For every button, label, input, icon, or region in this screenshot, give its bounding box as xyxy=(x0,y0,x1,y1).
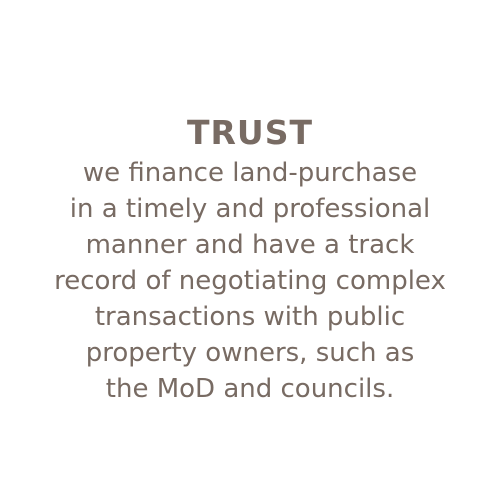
description-line: property owners, such as xyxy=(85,338,415,368)
description-line: record of negotiating complex xyxy=(54,266,446,296)
description-line: the MoD and councils. xyxy=(105,374,395,404)
heading-trust: TRUST xyxy=(187,113,313,152)
description-line: in a timely and professional xyxy=(69,194,431,224)
description-paragraph: we finance land-purchase in a timely and… xyxy=(0,155,500,407)
description-line: manner and have a track xyxy=(85,230,415,260)
description-line: transactions with public xyxy=(94,302,406,332)
description-line: we finance land-purchase xyxy=(82,158,418,188)
